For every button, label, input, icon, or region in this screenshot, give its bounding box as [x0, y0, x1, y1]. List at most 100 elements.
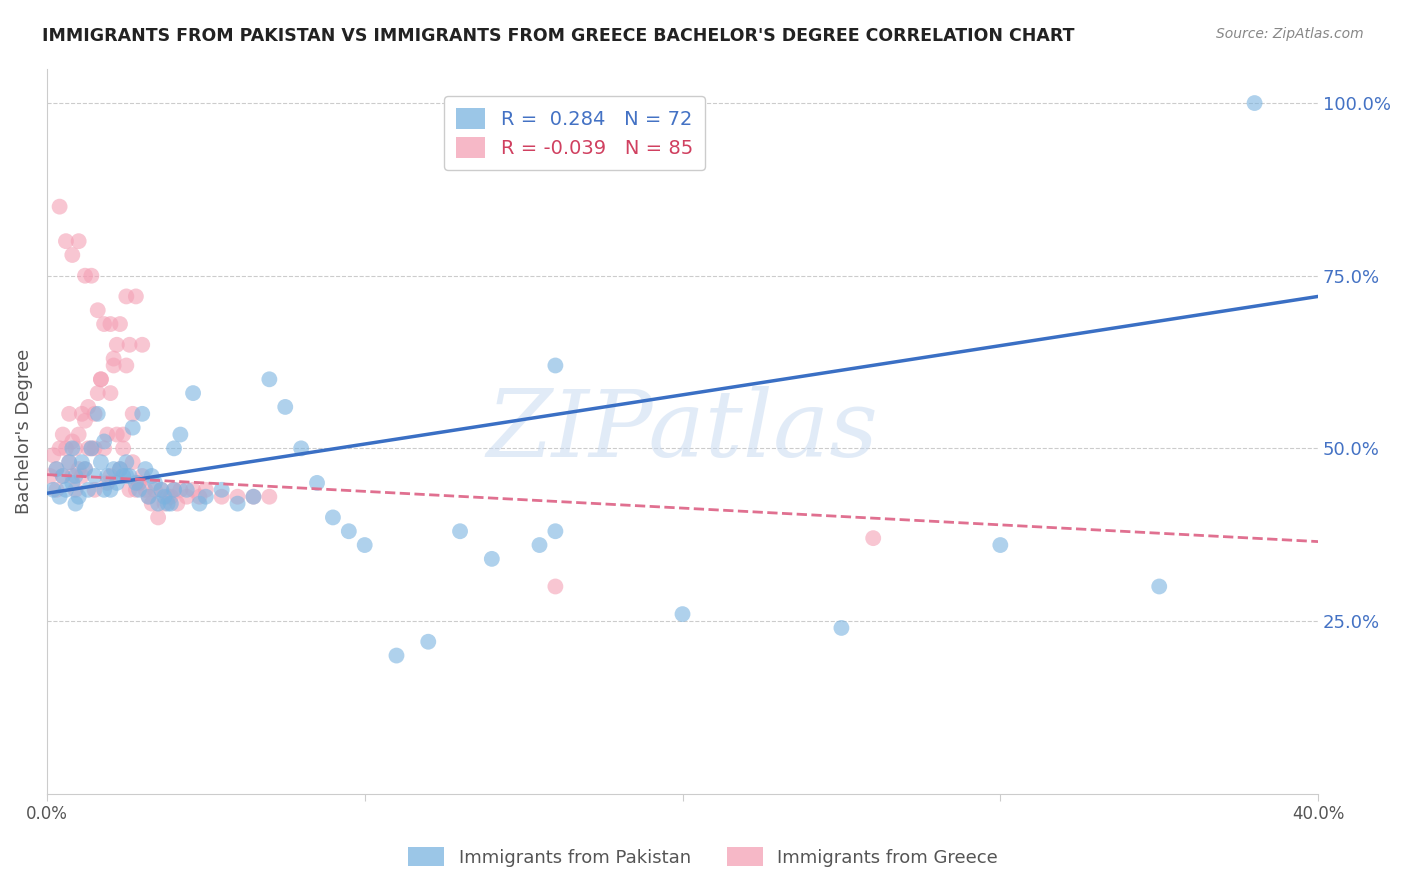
Point: [65, 497, 87, 511]
Point: [103, 462, 125, 476]
Point: [103, 359, 125, 373]
Point: [58, 407, 80, 421]
Point: [118, 483, 141, 497]
Point: [52, 427, 75, 442]
Point: [188, 497, 211, 511]
Point: [163, 442, 186, 456]
Point: [90, 372, 112, 386]
Point: [87, 303, 110, 318]
Point: [163, 483, 186, 497]
Point: [128, 475, 150, 490]
Point: [131, 338, 153, 352]
Point: [160, 490, 183, 504]
Point: [96, 427, 118, 442]
Point: [138, 490, 160, 504]
Point: [153, 497, 176, 511]
Point: [128, 475, 150, 490]
Point: [52, 469, 75, 483]
Point: [1147, 579, 1170, 593]
Point: [150, 483, 173, 497]
Point: [42, 483, 65, 497]
Point: [156, 497, 179, 511]
Point: [96, 469, 118, 483]
Point: [143, 483, 166, 497]
Point: [52, 469, 75, 483]
Point: [146, 497, 169, 511]
Point: [862, 531, 884, 545]
Point: [67, 490, 90, 504]
Point: [105, 475, 128, 490]
Point: [322, 510, 344, 524]
Point: [93, 434, 115, 449]
Point: [121, 407, 143, 421]
Point: [115, 469, 138, 483]
Point: [42, 448, 65, 462]
Point: [134, 483, 156, 497]
Point: [60, 475, 83, 490]
Point: [100, 483, 122, 497]
Point: [80, 442, 103, 456]
Point: [1402, 538, 1406, 552]
Point: [181, 386, 204, 401]
Point: [153, 490, 176, 504]
Point: [115, 359, 138, 373]
Point: [169, 427, 191, 442]
Point: [67, 427, 90, 442]
Point: [131, 407, 153, 421]
Point: [90, 372, 112, 386]
Legend: R =  0.284   N = 72, R = -0.039   N = 85: R = 0.284 N = 72, R = -0.039 N = 85: [444, 96, 704, 169]
Point: [60, 469, 83, 483]
Point: [83, 469, 105, 483]
Point: [112, 442, 135, 456]
Text: IMMIGRANTS FROM PAKISTAN VS IMMIGRANTS FROM GREECE BACHELOR'S DEGREE CORRELATION: IMMIGRANTS FROM PAKISTAN VS IMMIGRANTS F…: [42, 27, 1074, 45]
Point: [100, 386, 122, 401]
Point: [134, 462, 156, 476]
Point: [160, 497, 183, 511]
Text: Source: ZipAtlas.com: Source: ZipAtlas.com: [1216, 27, 1364, 41]
Point: [87, 407, 110, 421]
Legend: Immigrants from Pakistan, Immigrants from Greece: Immigrants from Pakistan, Immigrants fro…: [401, 840, 1005, 874]
Point: [274, 400, 297, 414]
Point: [100, 317, 122, 331]
Point: [125, 475, 148, 490]
Point: [45, 462, 67, 476]
Point: [112, 427, 135, 442]
Point: [290, 442, 312, 456]
Point: [105, 427, 128, 442]
Point: [305, 475, 328, 490]
Point: [83, 483, 105, 497]
Point: [194, 483, 217, 497]
Point: [103, 351, 125, 366]
Point: [226, 497, 249, 511]
Point: [105, 338, 128, 352]
Point: [671, 607, 693, 621]
Point: [73, 268, 96, 283]
Point: [65, 483, 87, 497]
Point: [65, 469, 87, 483]
Point: [125, 289, 148, 303]
Point: [544, 579, 567, 593]
Point: [118, 338, 141, 352]
Point: [181, 483, 204, 497]
Point: [242, 490, 264, 504]
Point: [121, 455, 143, 469]
Point: [48, 200, 70, 214]
Point: [45, 483, 67, 497]
Point: [125, 483, 148, 497]
Point: [83, 442, 105, 456]
Point: [544, 524, 567, 539]
Point: [118, 469, 141, 483]
Point: [65, 442, 87, 456]
Point: [73, 414, 96, 428]
Point: [108, 462, 131, 476]
Point: [115, 455, 138, 469]
Point: [353, 538, 375, 552]
Point: [146, 510, 169, 524]
Point: [141, 497, 163, 511]
Point: [70, 469, 93, 483]
Point: [1243, 96, 1265, 111]
Point: [58, 455, 80, 469]
Point: [73, 462, 96, 476]
Point: [90, 455, 112, 469]
Point: [80, 268, 103, 283]
